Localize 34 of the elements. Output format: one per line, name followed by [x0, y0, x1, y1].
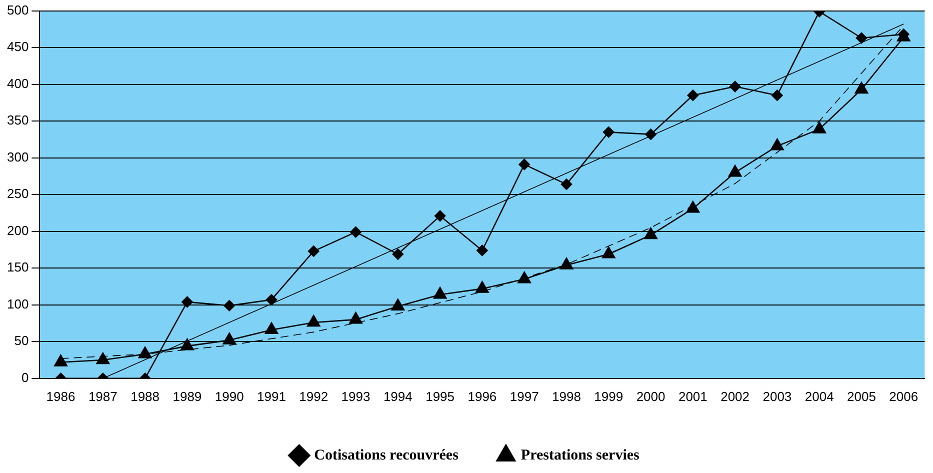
x-tick-label: 2004 — [804, 388, 834, 404]
legend-label: Cotisations recouvrées — [314, 447, 459, 464]
x-tick-label: 1987 — [88, 388, 118, 404]
x-tick-label: 1999 — [594, 388, 624, 404]
x-tick-label: 1994 — [383, 388, 412, 404]
y-tick-label: 200 — [6, 222, 29, 238]
x-tick-label: 1993 — [341, 388, 370, 404]
y-tick-label: 50 — [14, 333, 29, 348]
x-tick-label: 1992 — [299, 388, 328, 404]
legend-label: Prestations servies — [520, 447, 640, 464]
y-tick-label: 450 — [6, 39, 29, 54]
x-tick-label: 1998 — [552, 388, 581, 404]
x-tick-label: 1990 — [214, 388, 244, 404]
x-tick-label: 1989 — [172, 388, 202, 404]
x-tick-label: 2002 — [720, 388, 750, 404]
x-tick-label: 1996 — [468, 388, 497, 404]
y-tick-label: 150 — [6, 260, 29, 275]
y-tick-label: 300 — [6, 149, 29, 164]
x-tick-label: 1988 — [130, 388, 160, 404]
y-tick-label: 350 — [6, 112, 29, 128]
y-tick-label: 400 — [6, 76, 29, 91]
x-tick-label: 1995 — [426, 388, 455, 404]
x-tick-label: 1991 — [257, 388, 286, 404]
x-tick-label: 1986 — [46, 388, 76, 404]
x-tick-label: 2005 — [847, 388, 876, 404]
y-tick-label: 500 — [6, 2, 29, 18]
x-tick-label: 2003 — [762, 388, 792, 404]
x-tick-label: 2000 — [636, 388, 666, 404]
y-tick-label: 0 — [21, 370, 29, 385]
x-tick-label: 2001 — [678, 388, 708, 404]
y-tick-label: 250 — [6, 186, 29, 202]
y-tick-label: 100 — [6, 296, 29, 312]
x-tick-label: 1997 — [510, 388, 539, 404]
x-tick-label: 2006 — [889, 388, 918, 404]
